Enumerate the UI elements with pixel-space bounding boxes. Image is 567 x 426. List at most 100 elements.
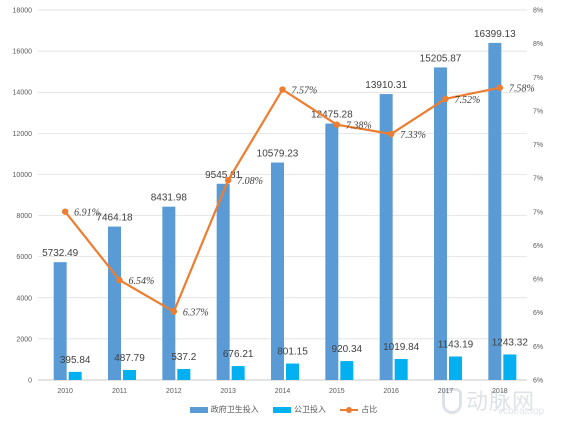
ratio-label: 7.58%: [509, 84, 535, 95]
legend-item-ratio: 占比: [340, 404, 377, 415]
y-left-tick-label: 0: [28, 378, 32, 385]
bar-pub: [286, 363, 299, 380]
legend-item-pub: 公卫投入: [273, 404, 326, 415]
bar-pub: [123, 369, 136, 380]
bar-pub: [449, 356, 462, 380]
bar-label-gov: 10579.23: [257, 149, 299, 160]
legend-swatch-pub: [273, 406, 291, 413]
ratio-line: [61, 84, 504, 315]
legend-label-pub: 公卫投入: [294, 405, 326, 414]
legend-label-gov: 政府卫生投入: [210, 405, 259, 414]
x-tick-label: 2014: [275, 388, 291, 395]
bar-pub: [68, 371, 82, 380]
bar-pub: [394, 359, 408, 380]
bar-label-pub: 676.21: [223, 349, 254, 360]
ratio-label: 6.54%: [129, 276, 155, 287]
bar-label-gov: 15205.87: [420, 53, 462, 64]
bar-pub: [503, 354, 517, 380]
bar-pub: [177, 368, 191, 380]
bar-label-gov: 5732.49: [42, 248, 79, 259]
y-left-tick-label: 18000: [13, 8, 33, 15]
y-right-tick-label: 6%: [533, 378, 543, 385]
ratio-label: 7.33%: [400, 130, 426, 141]
bar-gov: [162, 206, 176, 380]
bar-gov: [108, 226, 121, 380]
ratio-point: [442, 95, 449, 103]
x-tick-label: 2012: [166, 388, 182, 395]
legend-label-ratio: 占比: [361, 405, 378, 414]
y-axis-left: 0 2000 4000 6000 8000 10000 12000 14000 16000 180…: [13, 8, 33, 385]
watermark-brand: 动脉网: [466, 390, 536, 415]
y-left-tick-label: 4000: [16, 295, 32, 302]
y-right-tick-label: 7%: [533, 142, 543, 149]
bar-gov: [53, 262, 67, 380]
y-left-tick-label: 16000: [13, 49, 33, 56]
legend: 政府卫生投入 公卫投入 占比: [0, 404, 567, 415]
y-left-tick-label: 8000: [16, 213, 32, 220]
ratio-label: 7.57%: [292, 86, 318, 97]
ratio-point: [116, 276, 123, 284]
bar-gov: [434, 67, 447, 381]
bar-label-pub: 1143.19: [438, 340, 474, 351]
bar-label-pub: 487.79: [114, 353, 145, 364]
y-right-tick-label: 6%: [533, 310, 543, 317]
bar-label-pub: 537.2: [171, 352, 196, 363]
legend-swatch-gov: [189, 406, 208, 413]
bar-pub: [340, 361, 354, 380]
bar-label-gov: 12475.28: [311, 110, 353, 121]
y-right-tick-label: 6%: [533, 243, 543, 250]
bar-gov: [271, 162, 284, 380]
ratio-label: 6.37%: [183, 308, 209, 319]
ratio-point: [496, 84, 504, 91]
bars: [53, 42, 517, 381]
ratio-point: [224, 177, 232, 184]
y-left-tick-label: 10000: [13, 172, 33, 179]
ratio-label: 7.38%: [346, 121, 372, 132]
bar-label-pub: 920.34: [332, 344, 363, 355]
legend-item-gov: 政府卫生投入: [189, 404, 259, 415]
watermark-logo-icon: [442, 388, 462, 414]
y-left-tick-label: 2000: [16, 336, 32, 343]
y-left-tick-label: 12000: [13, 131, 33, 138]
ratio-point: [61, 208, 69, 215]
y-right-tick-label: 6%: [533, 344, 543, 351]
y-axis-right: 6% 6% 6% 6% 6% 7% 7% 7% 7% 7% 8% 8%: [533, 8, 543, 385]
ratio-point: [387, 130, 395, 138]
bar-label-gov: 8431.98: [151, 193, 188, 204]
bar-label-gov: 16399.13: [474, 29, 516, 40]
ratio-point: [170, 308, 178, 315]
y-right-tick-label: 8%: [533, 8, 543, 15]
bar-label-pub: 801.15: [277, 347, 308, 358]
bar-label-gov: 13910.31: [365, 80, 407, 91]
bar-label-gov: 7464.18: [96, 213, 133, 224]
x-tick-label: 2010: [57, 388, 73, 395]
bar-gov: [216, 183, 230, 380]
x-tick-label: 2013: [220, 388, 236, 395]
bar-pub: [231, 366, 245, 380]
y-right-tick-label: 7%: [533, 209, 543, 216]
y-left-tick-label: 6000: [16, 254, 32, 261]
x-tick-label: 2018: [492, 388, 508, 395]
x-tick-label: 2015: [329, 388, 345, 395]
bar-label-gov: 9545.81: [205, 170, 242, 181]
legend-swatch-ratio: [340, 406, 359, 413]
bar-gov: [379, 94, 393, 380]
ratio-point: [333, 121, 341, 128]
y-left-tick-label: 14000: [13, 90, 33, 97]
y-right-tick-label: 8%: [533, 41, 543, 48]
watermark: 动脉网 vcbeat.top: [440, 384, 564, 420]
x-tick-label: 2011: [112, 388, 127, 395]
ratio-label: 7.08%: [237, 176, 263, 187]
x-tick-label: 2016: [383, 388, 399, 395]
watermark-domain: vcbeat.top: [498, 406, 545, 417]
ratio-point: [279, 86, 286, 93]
y-right-tick-label: 7%: [533, 108, 543, 115]
bar-label-pub: 395.84: [60, 355, 91, 366]
bar-label-pub: 1243.32: [492, 337, 529, 348]
y-right-tick-label: 7%: [533, 75, 543, 82]
ratio-labels: 6.91% 6.54% 6.37% 7.08% 7.57% 7.38% 7.33% 7.52%…: [74, 84, 535, 319]
y-right-tick-label: 7%: [533, 176, 543, 183]
bar-label-pub: 1019.84: [383, 342, 420, 353]
ratio-label: 6.91%: [74, 208, 100, 219]
